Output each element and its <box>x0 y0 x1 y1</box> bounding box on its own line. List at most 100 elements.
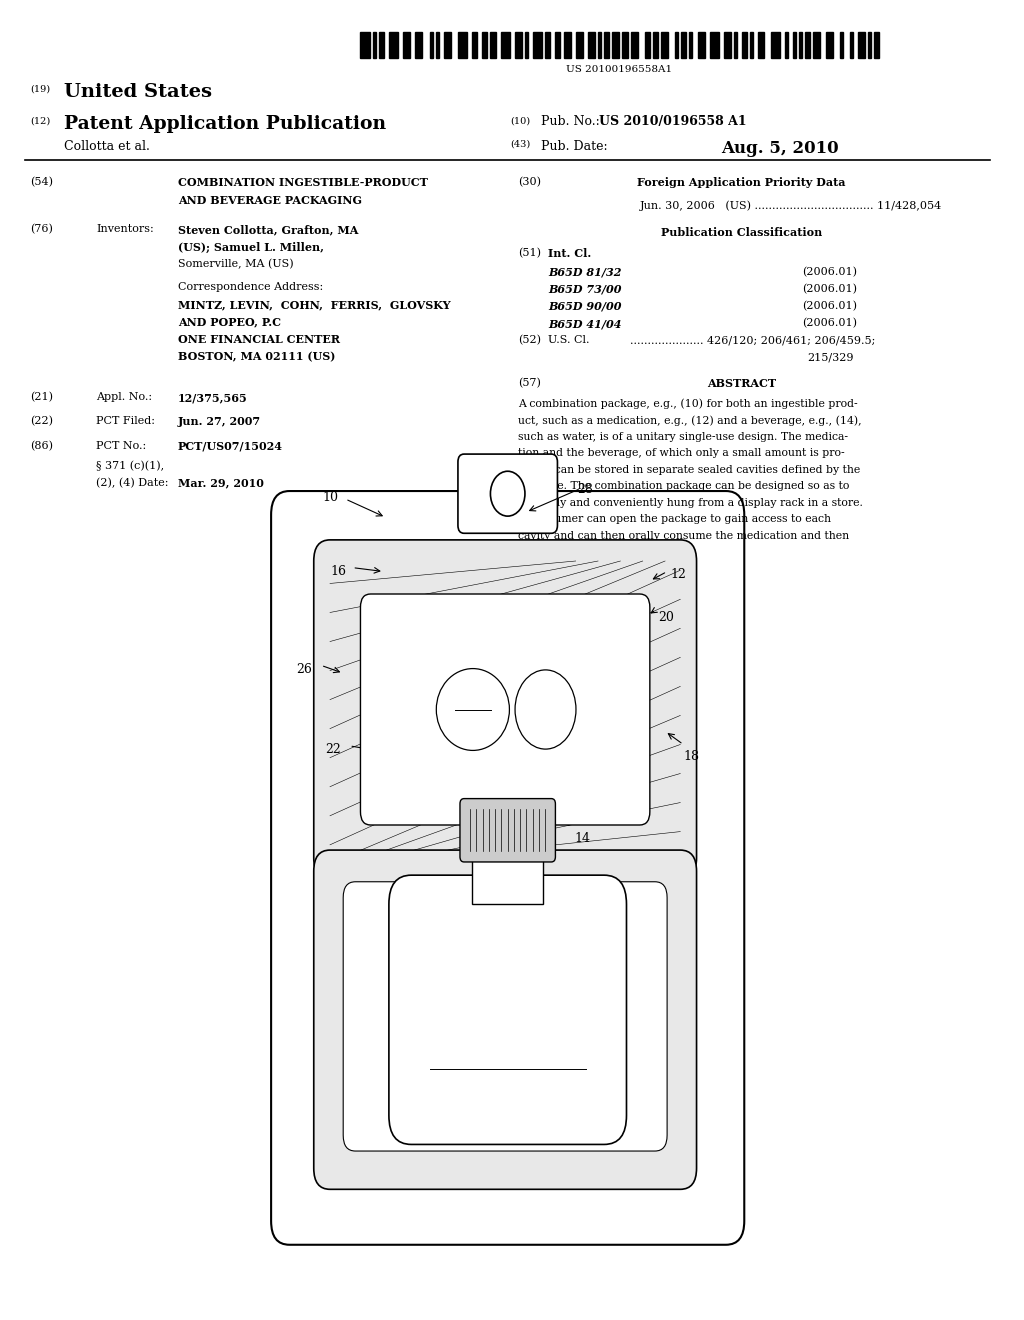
Text: 24: 24 <box>591 737 607 750</box>
Text: Correspondence Address:: Correspondence Address: <box>178 282 323 293</box>
Text: Collotta et al.: Collotta et al. <box>63 140 150 153</box>
Text: Publication Classification: Publication Classification <box>660 227 822 238</box>
Bar <box>850 32 853 58</box>
Text: Inventors:: Inventors: <box>96 224 155 235</box>
Text: uct, such as a medication, e.g., (12) and a beverage, e.g., (14),: uct, such as a medication, e.g., (12) an… <box>518 414 861 426</box>
Text: (30): (30) <box>518 177 541 187</box>
Text: PCT No.:: PCT No.: <box>96 441 146 451</box>
Text: (US); Samuel L. Millen,: (US); Samuel L. Millen, <box>178 242 324 252</box>
Bar <box>681 32 686 58</box>
Text: Int. Cl.: Int. Cl. <box>548 248 592 259</box>
Text: (43): (43) <box>511 140 531 149</box>
Bar <box>525 32 528 58</box>
Bar <box>472 851 543 904</box>
Text: (2006.01): (2006.01) <box>802 284 857 294</box>
Text: (10): (10) <box>511 116 530 125</box>
Text: (2006.01): (2006.01) <box>802 318 857 329</box>
Bar <box>458 32 467 58</box>
Text: vided, can be stored in separate sealed cavities defined by the: vided, can be stored in separate sealed … <box>518 465 860 475</box>
Bar <box>515 32 522 58</box>
Bar <box>403 32 411 58</box>
Text: (2006.01): (2006.01) <box>802 267 857 277</box>
Bar <box>751 32 754 58</box>
FancyBboxPatch shape <box>313 850 696 1189</box>
Bar <box>360 32 370 58</box>
Text: US 2010/0196558 A1: US 2010/0196558 A1 <box>599 115 746 128</box>
Text: 14: 14 <box>574 832 591 845</box>
Text: MINTZ, LEVIN,  COHN,  FERRIS,  GLOVSKY: MINTZ, LEVIN, COHN, FERRIS, GLOVSKY <box>178 300 451 310</box>
Bar <box>389 32 398 58</box>
Text: AND POPEO, P.C: AND POPEO, P.C <box>178 317 281 327</box>
Bar <box>604 32 609 58</box>
Bar <box>858 32 865 58</box>
Bar <box>662 32 668 58</box>
Text: such as water, is of a unitary single-use design. The medica-: such as water, is of a unitary single-us… <box>518 432 848 442</box>
Bar <box>534 32 543 58</box>
Bar <box>724 32 731 58</box>
Bar <box>435 32 438 58</box>
Text: B65D 73/00: B65D 73/00 <box>548 284 622 294</box>
Bar <box>874 32 880 58</box>
Bar <box>563 32 570 58</box>
Circle shape <box>490 471 525 516</box>
Circle shape <box>515 671 575 750</box>
Text: ONE FINANCIAL CENTER: ONE FINANCIAL CENTER <box>178 334 340 345</box>
Text: 12: 12 <box>670 568 686 581</box>
Text: Patent Application Publication: Patent Application Publication <box>63 115 386 133</box>
Text: ..................... 426/120; 206/461; 206/459.5;: ..................... 426/120; 206/461; … <box>630 335 874 346</box>
Bar <box>472 32 477 58</box>
Ellipse shape <box>436 668 509 750</box>
Text: § 371 (c)(1),: § 371 (c)(1), <box>96 461 165 471</box>
Text: (86): (86) <box>31 441 53 451</box>
Text: be easily and conveniently hung from a display rack in a store.: be easily and conveniently hung from a d… <box>518 498 862 508</box>
Bar <box>813 32 820 58</box>
Text: (52): (52) <box>518 335 541 346</box>
Text: 215/329: 215/329 <box>807 352 854 363</box>
Text: Foreign Application Priority Data: Foreign Application Priority Data <box>637 177 846 187</box>
Text: 20: 20 <box>658 611 674 624</box>
Bar <box>482 32 487 58</box>
Text: 28: 28 <box>577 483 593 496</box>
Text: Mar. 29, 2010: Mar. 29, 2010 <box>178 478 263 488</box>
Bar <box>623 32 628 58</box>
Text: 10: 10 <box>323 491 339 504</box>
Bar <box>742 32 748 58</box>
Bar <box>675 32 678 58</box>
Bar <box>710 32 719 58</box>
Text: Pub. Date:: Pub. Date: <box>542 140 608 153</box>
Bar <box>799 32 802 58</box>
Bar <box>631 32 638 58</box>
Text: Jun. 27, 2007: Jun. 27, 2007 <box>178 416 261 426</box>
Bar <box>793 32 796 58</box>
FancyBboxPatch shape <box>458 454 557 533</box>
Text: BOSTON, MA 02111 (US): BOSTON, MA 02111 (US) <box>178 351 335 362</box>
Text: (51): (51) <box>518 248 541 259</box>
Text: A consumer can open the package to gain access to each: A consumer can open the package to gain … <box>518 513 830 524</box>
Text: (22): (22) <box>31 416 53 426</box>
Bar <box>784 32 787 58</box>
Bar <box>588 32 595 58</box>
Text: (19): (19) <box>31 84 50 94</box>
Text: U.S. Cl.: U.S. Cl. <box>548 335 590 346</box>
Text: (57): (57) <box>518 378 541 388</box>
Bar <box>416 32 422 58</box>
Bar <box>825 32 833 58</box>
Text: (12): (12) <box>31 116 51 125</box>
Text: B65D 41/04: B65D 41/04 <box>548 318 622 329</box>
Bar <box>868 32 871 58</box>
Bar <box>598 32 601 58</box>
Text: PCT/US07/15024: PCT/US07/15024 <box>178 441 283 451</box>
Bar <box>805 32 810 58</box>
Text: Steven Collotta, Grafton, MA: Steven Collotta, Grafton, MA <box>178 224 358 235</box>
Text: (76): (76) <box>31 224 53 235</box>
Text: (54): (54) <box>31 177 53 187</box>
Bar <box>373 32 376 58</box>
Bar <box>501 32 510 58</box>
Bar <box>379 32 384 58</box>
FancyBboxPatch shape <box>460 799 555 862</box>
Bar <box>759 32 764 58</box>
Text: AND BEVERAGE PACKAGING: AND BEVERAGE PACKAGING <box>178 195 361 206</box>
Bar <box>555 32 560 58</box>
Text: tion and the beverage, of which only a small amount is pro-: tion and the beverage, of which only a s… <box>518 447 845 458</box>
Text: 18: 18 <box>683 750 699 763</box>
